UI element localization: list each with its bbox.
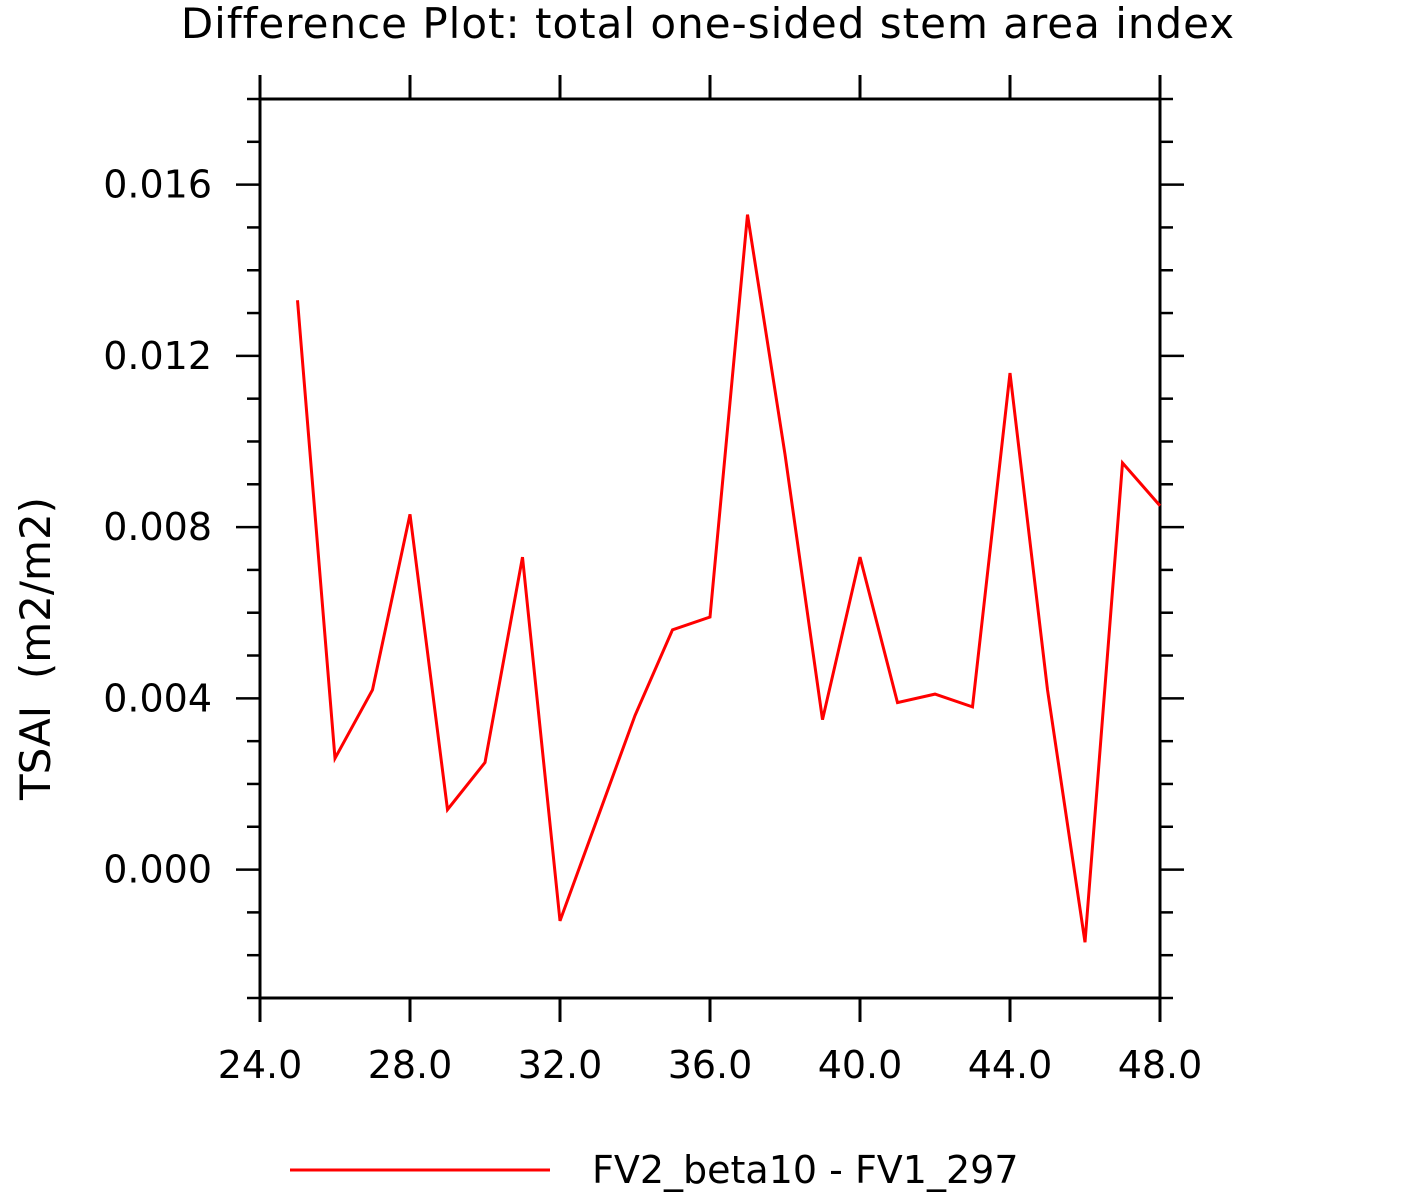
- plot-frame: [258, 97, 1162, 1000]
- y-tick-label: 0.008: [103, 505, 212, 549]
- x-tick-label: 24.0: [218, 1043, 303, 1087]
- y-tick-label: 0.016: [103, 163, 212, 207]
- y-axis-label: TSAI (m2/m2): [11, 497, 60, 801]
- y-tick-label: 0.004: [103, 676, 212, 720]
- x-tick-label: 44.0: [968, 1043, 1053, 1087]
- x-tick-label: 40.0: [818, 1043, 903, 1087]
- x-tick-label: 36.0: [668, 1043, 753, 1087]
- plot-area: 24.0 28.0 32.0 36.0 40.0 44.0 48.0 0.000 0.004 0.…: [11, 75, 1202, 1087]
- y-tick-label: 0.012: [103, 334, 212, 378]
- series-line: [296, 214, 1162, 943]
- y-tick-label: 0.000: [103, 848, 212, 892]
- x-tick-label: 28.0: [368, 1043, 453, 1087]
- x-tick-label: 32.0: [518, 1043, 603, 1087]
- legend: FV2_beta10 - FV1_297: [290, 1148, 1019, 1192]
- legend-label: FV2_beta10 - FV1_297: [592, 1148, 1019, 1192]
- x-tick-label: 48.0: [1118, 1043, 1203, 1087]
- chart-title: Difference Plot: total one-sided stem ar…: [181, 0, 1235, 48]
